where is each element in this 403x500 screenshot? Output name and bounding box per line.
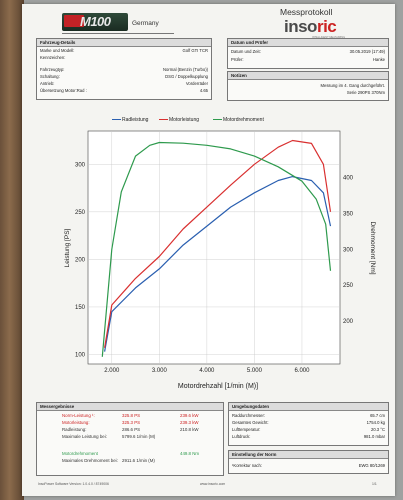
legend-item: Motorleistung bbox=[159, 117, 199, 123]
legend-label: Motorleistung bbox=[169, 117, 200, 123]
torque-row: Motordrehmoment 449.8 Nm bbox=[62, 451, 200, 456]
y-tick-label: 250 bbox=[75, 210, 86, 216]
y-tick-label: 100 bbox=[75, 352, 86, 358]
m100-logo: M100 Germany bbox=[58, 10, 178, 36]
insoric-tagline: INTELLIGENT MEASURING bbox=[312, 36, 345, 39]
test-details-box: Datum und Prüfer Datum und Zeit: 30.05.20… bbox=[227, 38, 389, 69]
dyno-chart: 2.000 3.000 4.000 5.000 6.000 100 150 200 250 300… bbox=[64, 130, 376, 390]
logo-country: Germany bbox=[132, 20, 159, 27]
vehicle-row: Übersetzung Motor:Rad :4.65 bbox=[40, 88, 208, 93]
notes-line: Serie 290PS 370Nm bbox=[346, 90, 385, 95]
test-row: Datum und Zeit: 30.05.2019 (17:49) bbox=[231, 49, 385, 54]
y-tick-label: 300 bbox=[75, 162, 86, 168]
y-tick-label: 150 bbox=[75, 305, 86, 311]
vehicle-row: Kennzeichen: bbox=[40, 55, 66, 60]
vehicle-details-box: Fahrzeug-Details Marke und Modell: Golf G… bbox=[36, 38, 212, 100]
x-tick-label: 4.000 bbox=[199, 368, 215, 374]
vehicle-row: Schaltung: DSG / Doppelkupplung bbox=[40, 74, 208, 79]
legend-item: Motordrehmoment bbox=[213, 117, 264, 123]
x-tick-label: 3.000 bbox=[152, 368, 168, 374]
vehicle-row: Marke und Modell: Golf GTI TCR bbox=[40, 48, 208, 53]
y2-tick-label: 250 bbox=[343, 283, 354, 289]
document-title: Messprotokoll bbox=[280, 7, 333, 17]
vehicle-row: Fahrzeugtyp: Normal (Benzin (Turbo)) bbox=[40, 67, 208, 72]
vehicle-row: Antrieb: Vorderräder bbox=[40, 81, 208, 86]
test-row: Prüfer: Hanke bbox=[231, 57, 385, 62]
measurement-sheet: M100 Germany Messprotokoll insoric INTEL… bbox=[22, 4, 395, 496]
environment-row: Raddurchmesser: 65.7 cm bbox=[232, 413, 385, 418]
ticks: 2.000 3.000 4.000 5.000 6.000 100 150 200 250 300… bbox=[75, 162, 354, 374]
results-box: Messergebnisse bbox=[36, 402, 224, 476]
logo-text: M100 bbox=[80, 14, 111, 29]
series-lines bbox=[101, 139, 332, 357]
y2-axis-label: Drehmoment [Nm] bbox=[369, 221, 376, 274]
environment-row: Luftdruck: 981.0 mbar bbox=[232, 434, 385, 439]
environment-heading: Umgebungsdaten bbox=[232, 404, 270, 409]
result-row: Radleistung: 286.6 PS 210.8 kW bbox=[62, 427, 199, 432]
result-row: Norm-Leistung ¹: 325.8 PS 239.6 kW bbox=[62, 413, 199, 418]
results-heading: Messergebnisse bbox=[40, 404, 75, 409]
environment-row: Lufttemperatur: 20.3 °C bbox=[232, 427, 385, 432]
y2-tick-label: 350 bbox=[343, 211, 354, 217]
environment-row: Gesamtes Gewicht: 1754.0 kg bbox=[232, 420, 385, 425]
test-details-heading: Datum und Prüfer bbox=[231, 40, 269, 45]
norm-row: ¹Korrektur nach: EWG 80/1269 bbox=[232, 463, 385, 468]
max-torque-row: Maximales Drehmoment bei: 2911.6 1/min (… bbox=[62, 458, 155, 463]
vehicle-details-heading: Fahrzeug-Details bbox=[40, 40, 76, 45]
notes-heading: Notizen bbox=[231, 73, 247, 78]
notes-box: Notizen Messung im 4. Gang durchgeführt.… bbox=[227, 71, 389, 101]
plot-area bbox=[87, 130, 341, 365]
y2-tick-label: 400 bbox=[343, 176, 354, 182]
footer-software: InsoPower Software Version: 1.0.4.0 / 87… bbox=[38, 482, 109, 486]
norm-box: Einstellung der Norm ¹Korrektur nach: EWG… bbox=[228, 450, 389, 474]
x-axis-label: Motordrehzahl [1/min (M)] bbox=[178, 383, 258, 390]
y2-tick-label: 300 bbox=[343, 247, 354, 253]
series-line-motordrehmoment bbox=[101, 141, 332, 357]
y-axis-label: Leistung [PS] bbox=[64, 228, 71, 267]
grid bbox=[88, 131, 340, 364]
wooden-background bbox=[0, 0, 24, 500]
footer-website: www.insoric.com bbox=[200, 482, 226, 486]
environment-box: Umgebungsdaten Raddurchmesser: 65.7 cm Ge… bbox=[228, 402, 389, 446]
norm-heading: Einstellung der Norm bbox=[232, 452, 277, 457]
series-line-radleistung bbox=[104, 175, 332, 352]
series-line-motorleistung bbox=[104, 139, 332, 348]
y2-tick-label: 200 bbox=[343, 319, 354, 325]
x-tick-label: 5.000 bbox=[247, 368, 263, 374]
result-row: Motorleistung: 325.3 PS 239.3 kW bbox=[62, 420, 199, 425]
legend-label: Motordrehmoment bbox=[223, 117, 264, 123]
x-tick-label: 2.000 bbox=[104, 368, 120, 374]
y-tick-label: 200 bbox=[75, 257, 86, 263]
legend-item: Radleistung bbox=[112, 117, 148, 123]
footer-page: 1/1 bbox=[372, 482, 377, 486]
legend-label: Radleistung bbox=[122, 117, 149, 123]
insoric-logo: insoric bbox=[284, 17, 337, 36]
x-tick-label: 6.000 bbox=[294, 368, 310, 374]
notes-line: Messung im 4. Gang durchgeführt. bbox=[320, 83, 385, 88]
result-row: Maximale Leistung bei: 5799.6 1/min (M) bbox=[62, 434, 156, 439]
